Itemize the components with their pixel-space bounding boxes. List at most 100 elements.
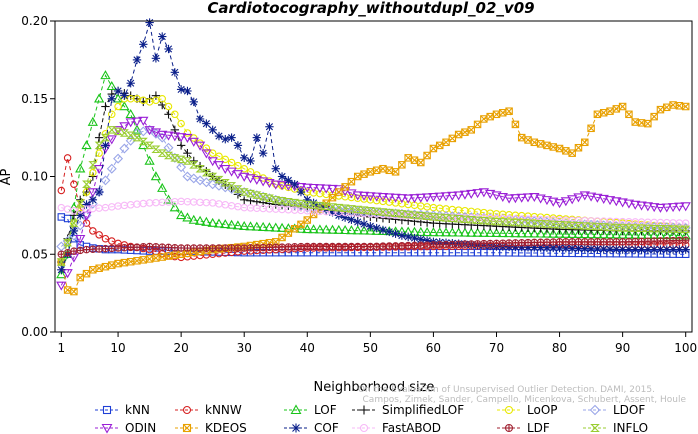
data-point <box>644 119 652 128</box>
data-point <box>234 244 242 252</box>
data-point <box>391 168 400 176</box>
data-point <box>366 222 375 231</box>
data-point <box>486 239 494 248</box>
data-point <box>196 244 204 252</box>
watermark-line-1: On the Evaluation of Unsupervised Outlie… <box>358 385 655 395</box>
data-point <box>567 195 578 205</box>
legend-label: LOF <box>314 403 337 417</box>
data-point <box>611 229 622 239</box>
data-point <box>284 176 293 185</box>
data-point <box>163 151 174 160</box>
data-point <box>171 110 179 119</box>
data-point <box>453 191 464 201</box>
data-point <box>643 224 653 233</box>
data-point <box>120 243 129 252</box>
data-point <box>81 140 92 150</box>
legend-label: LoOP <box>527 403 558 417</box>
data-point <box>101 244 110 253</box>
data-point <box>169 202 180 212</box>
data-point <box>226 219 237 229</box>
data-point <box>183 148 192 158</box>
data-point <box>365 192 376 202</box>
legend-marker <box>504 405 514 415</box>
x-tick-label: 1 <box>57 341 65 355</box>
data-point <box>511 239 520 247</box>
data-point <box>190 244 198 252</box>
data-point <box>270 180 281 190</box>
data-point <box>120 91 129 100</box>
data-point <box>642 202 653 212</box>
data-point <box>681 236 690 245</box>
data-point <box>548 228 559 238</box>
data-point <box>396 194 408 204</box>
data-point <box>573 221 584 230</box>
data-point <box>435 241 444 249</box>
data-point <box>145 242 154 251</box>
data-point <box>89 227 97 235</box>
data-point <box>303 242 312 251</box>
data-point <box>227 182 237 190</box>
data-point <box>587 124 595 133</box>
legend-item-INFLO: INFLO <box>583 421 648 434</box>
data-point <box>158 95 166 103</box>
data-point <box>510 194 521 204</box>
data-point <box>333 224 344 234</box>
legend-label: INFLO <box>613 421 648 434</box>
data-point <box>119 129 129 137</box>
data-point <box>227 158 236 167</box>
data-point <box>461 240 469 248</box>
data-point <box>214 131 224 141</box>
data-point <box>221 134 230 144</box>
data-point <box>150 128 162 138</box>
data-point <box>593 244 602 254</box>
data-point <box>397 231 407 240</box>
data-point <box>592 193 603 203</box>
data-point <box>265 122 274 131</box>
data-point <box>56 281 67 291</box>
data-point <box>403 210 413 219</box>
legend-label: LDF <box>527 421 550 434</box>
y-tick-label: 0.10 <box>21 170 48 184</box>
data-point <box>599 223 609 231</box>
data-point <box>656 105 665 114</box>
data-point <box>290 180 299 189</box>
data-point <box>94 187 104 197</box>
data-point <box>529 228 540 238</box>
data-point <box>183 244 192 252</box>
data-point <box>157 132 168 143</box>
data-point <box>63 154 72 162</box>
data-point <box>453 227 464 237</box>
data-point <box>403 232 413 242</box>
x-tick-label: 30 <box>237 341 252 355</box>
data-point <box>151 145 161 154</box>
data-point <box>599 238 608 246</box>
data-point <box>347 242 356 251</box>
data-point <box>259 243 267 252</box>
data-point <box>636 201 647 211</box>
data-point <box>390 208 401 219</box>
data-point <box>669 236 677 245</box>
data-point <box>202 244 211 252</box>
data-point <box>233 141 243 150</box>
data-point <box>125 135 136 146</box>
legend-marker <box>101 423 113 434</box>
data-point <box>164 102 173 111</box>
data-point <box>637 224 647 233</box>
data-point <box>505 239 513 247</box>
data-point <box>100 70 111 80</box>
data-point <box>101 234 110 243</box>
data-point <box>434 227 445 237</box>
data-point <box>227 244 236 252</box>
data-point <box>473 240 482 248</box>
data-point <box>158 243 166 251</box>
data-point <box>108 237 116 245</box>
x-tick-label: 10 <box>110 341 125 355</box>
data-point <box>543 238 551 246</box>
data-point <box>176 141 186 150</box>
data-point <box>157 149 167 157</box>
data-point <box>75 220 86 231</box>
data-point <box>284 229 293 237</box>
data-point <box>183 86 192 96</box>
data-point <box>428 192 439 203</box>
data-point <box>347 215 356 224</box>
